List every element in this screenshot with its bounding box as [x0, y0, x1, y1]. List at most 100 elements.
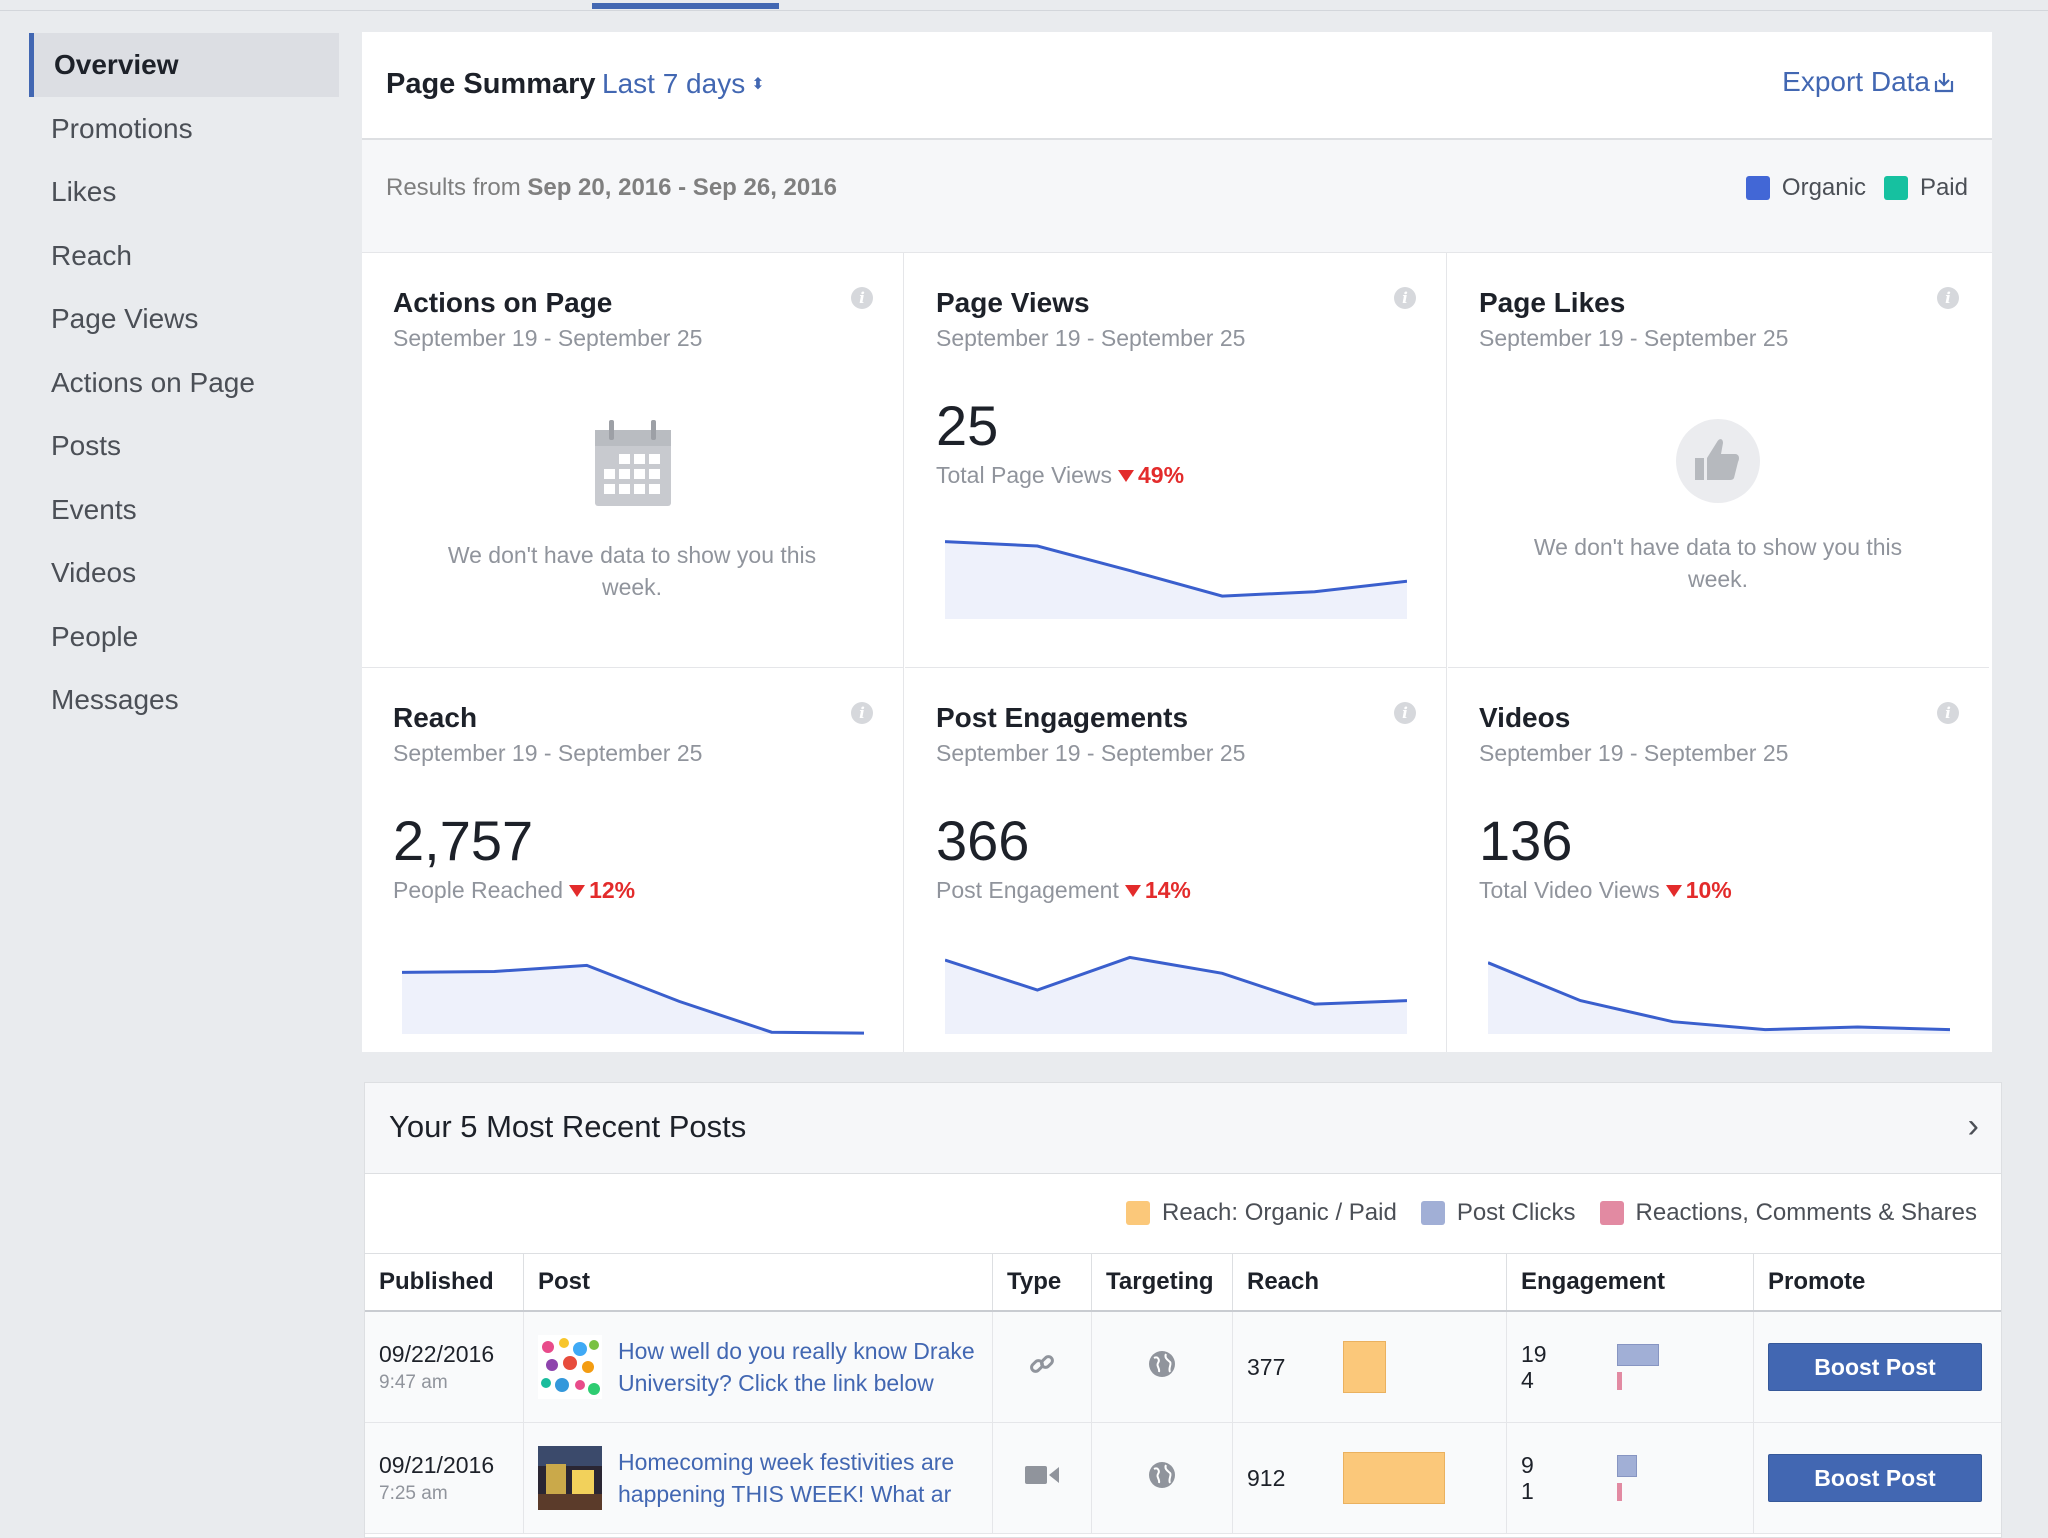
info-icon[interactable]: i	[1937, 702, 1959, 724]
col-reach[interactable]: Reach	[1232, 1253, 1507, 1312]
video-icon	[1025, 1466, 1059, 1484]
reach-bar	[1343, 1452, 1445, 1504]
metric-value: 2,757	[393, 809, 534, 872]
card-title: Actions on Page	[393, 287, 613, 318]
legend-reach: Reach: Organic / Paid	[1162, 1199, 1397, 1226]
card-page-views[interactable]: Page Views September 19 - September 25 i…	[905, 253, 1447, 668]
post-thumbnail	[538, 1446, 602, 1510]
card-date: September 19 - September 25	[936, 325, 1246, 351]
card-title: Videos	[1479, 702, 1571, 733]
sparkline-reach	[402, 963, 864, 1035]
info-icon[interactable]: i	[1394, 702, 1416, 724]
metric-value: 366	[936, 809, 1030, 872]
export-data-link[interactable]: Export Data	[1782, 66, 1956, 98]
sort-arrows-icon: ⬍	[751, 76, 765, 93]
results-bar: Results from Sep 20, 2016 - Sep 26, 2016…	[362, 140, 1992, 253]
table-row[interactable]: 09/21/2016 7:25 am Homecoming week festiv…	[365, 1422, 2001, 1534]
sidebar-item-overview[interactable]: Overview	[29, 33, 339, 97]
down-arrow-icon	[569, 885, 586, 897]
published-time: 9:47 am	[379, 1371, 448, 1393]
recent-posts-table: Published Post Type Targeting Reach Enga…	[365, 1253, 2001, 1534]
card-actions-on-page[interactable]: Actions on Page September 19 - September…	[362, 253, 904, 668]
thumbs-up-icon	[1676, 419, 1760, 503]
sparkline-area	[402, 965, 864, 1034]
results-range: Sep 20, 2016 - Sep 26, 2016	[527, 174, 837, 201]
card-title: Reach	[393, 702, 478, 733]
table-row[interactable]: 09/22/2016 9:47 am How well do you really…	[365, 1311, 2001, 1423]
sparkline-line	[945, 540, 1407, 598]
no-data-message: We don't have data to show you this week…	[1533, 534, 1903, 592]
reactions-swatch	[1599, 1201, 1624, 1225]
active-tab-indicator	[592, 3, 779, 9]
card-date: September 19 - September 25	[393, 325, 703, 351]
sparkline-line	[1488, 961, 1950, 1032]
card-post-engagements[interactable]: Post Engagements September 19 - Septembe…	[905, 668, 1447, 1052]
reach-value: 377	[1247, 1353, 1286, 1380]
chevron-right-icon[interactable]: ›	[1967, 1107, 1979, 1145]
recent-posts-panel: Your 5 Most Recent Posts › Reach: Organi…	[364, 1082, 2002, 1538]
sidebar-item-reach[interactable]: Reach	[51, 239, 132, 271]
date-range-selector[interactable]: Last 7 days ⬍	[602, 68, 765, 100]
boost-post-button[interactable]: Boost Post	[1768, 1343, 1982, 1391]
post-clicks-swatch	[1420, 1201, 1445, 1225]
down-arrow-icon	[1124, 885, 1141, 897]
sidebar-item-people[interactable]: People	[51, 620, 139, 652]
col-type[interactable]: Type	[992, 1253, 1092, 1312]
legend-paid: Paid	[1919, 174, 1968, 201]
calendar-icon	[595, 420, 671, 506]
sidebar-item-messages[interactable]: Messages	[51, 684, 179, 715]
sidebar-item-events[interactable]: Events	[51, 493, 137, 525]
sparkline-videos	[1488, 961, 1950, 1034]
sidebar-item-likes[interactable]: Likes	[51, 176, 117, 207]
top-bar	[0, 0, 2048, 11]
sidebar-item-videos[interactable]: Videos	[51, 557, 137, 588]
sidebar-item-actions-on-page[interactable]: Actions on Page	[51, 366, 255, 398]
col-targeting[interactable]: Targeting	[1091, 1253, 1233, 1312]
metric-label: Post Engagement 14%	[936, 877, 1191, 903]
boost-post-button[interactable]: Boost Post	[1768, 1454, 1982, 1502]
legend-organic: Organic	[1781, 174, 1866, 201]
post-link[interactable]: Homecoming week festivities are happenin…	[618, 1449, 955, 1507]
organic-paid-legend: Organic Paid	[1728, 174, 1968, 202]
info-icon[interactable]: i	[851, 702, 873, 724]
sparkline-line	[945, 955, 1407, 1006]
globe-icon	[1149, 1462, 1175, 1488]
paid-swatch	[1883, 176, 1908, 200]
col-engagement[interactable]: Engagement	[1506, 1253, 1754, 1312]
sidebar-nav: Overview Promotions Likes Reach Page Vie…	[29, 33, 339, 732]
recent-posts-header: Your 5 Most Recent Posts ›	[365, 1083, 2001, 1174]
delta-badge: 49%	[1118, 462, 1184, 488]
sidebar-item-posts[interactable]: Posts	[51, 430, 122, 461]
col-post[interactable]: Post	[523, 1253, 993, 1312]
sparkline-line	[402, 963, 864, 1035]
card-videos[interactable]: Videos September 19 - September 25 i 136…	[1448, 668, 1989, 1052]
no-data-message: We don't have data to show you this week…	[447, 542, 817, 600]
sidebar-item-page-views[interactable]: Page Views	[51, 303, 199, 334]
col-promote[interactable]: Promote	[1753, 1253, 2001, 1312]
post-clicks-value: 19	[1521, 1341, 1547, 1367]
reactions-bar	[1617, 1372, 1622, 1390]
download-icon	[1934, 73, 1954, 93]
reactions-value: 4	[1521, 1367, 1534, 1393]
card-page-likes[interactable]: Page Likes September 19 - September 25 i…	[1448, 253, 1989, 668]
legend-post-clicks: Post Clicks	[1456, 1199, 1576, 1226]
post-link[interactable]: How well do you really know Drake Univer…	[618, 1338, 975, 1396]
sidebar-item-promotions[interactable]: Promotions	[51, 112, 193, 144]
info-icon[interactable]: i	[1937, 287, 1959, 309]
globe-icon	[1149, 1351, 1175, 1377]
col-published[interactable]: Published	[365, 1253, 524, 1312]
reactions-value: 1	[1521, 1478, 1534, 1504]
results-range-text: Results from Sep 20, 2016 - Sep 26, 2016	[386, 174, 837, 201]
published-date: 09/22/2016	[379, 1340, 495, 1367]
post-clicks-bar	[1617, 1344, 1659, 1366]
sparkline-post-engagements	[945, 955, 1407, 1034]
delta-badge: 12%	[569, 877, 635, 903]
info-icon[interactable]: i	[1394, 287, 1416, 309]
organic-swatch	[1745, 176, 1770, 200]
page-summary-panel: Page Summary Last 7 days ⬍ Export Data Re…	[362, 32, 1992, 1052]
card-title: Post Engagements	[936, 702, 1189, 733]
summary-title: Page Summary	[386, 68, 596, 100]
info-icon[interactable]: i	[851, 287, 873, 309]
card-reach[interactable]: Reach September 19 - September 25 i 2,75…	[362, 668, 904, 1052]
metric-label: People Reached 12%	[393, 877, 636, 903]
